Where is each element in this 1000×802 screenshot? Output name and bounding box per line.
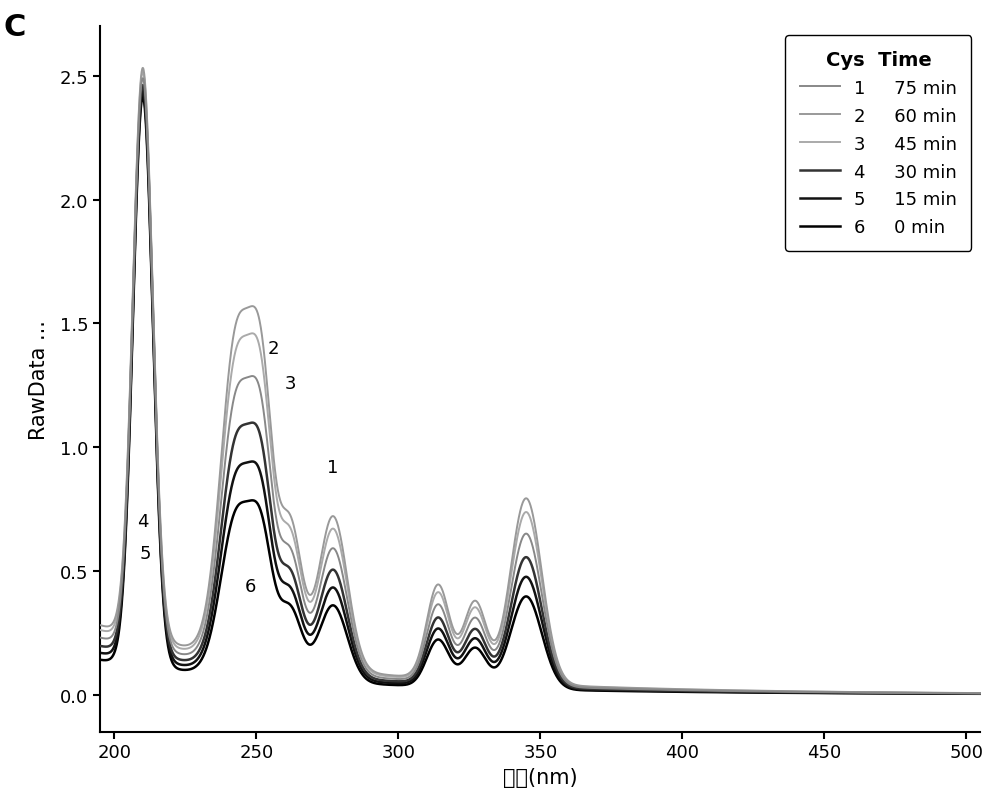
Text: 6: 6 — [245, 577, 256, 595]
Y-axis label: RawData ...: RawData ... — [29, 320, 49, 439]
Text: 3: 3 — [285, 375, 296, 392]
Text: 5: 5 — [140, 545, 151, 563]
X-axis label: 波长(nm): 波长(nm) — [503, 767, 578, 787]
Legend: 1     75 min, 2     60 min, 3     45 min, 4     30 min, 5     15 min, 6     0 mi: 1 75 min, 2 60 min, 3 45 min, 4 30 min, … — [785, 36, 971, 252]
Text: 2: 2 — [268, 339, 279, 358]
Text: 4: 4 — [137, 512, 149, 531]
Text: 1: 1 — [327, 458, 339, 476]
Text: C: C — [3, 14, 26, 43]
